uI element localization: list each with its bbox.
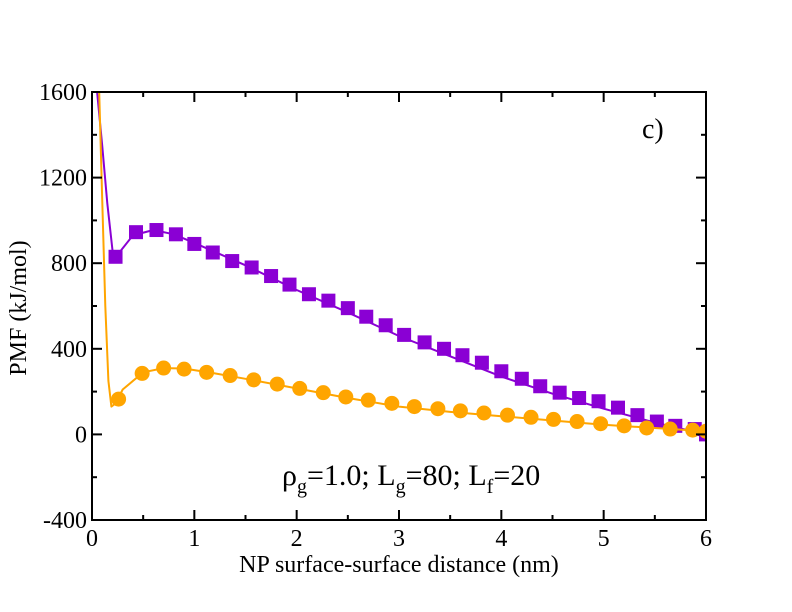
data-point-circle [134,365,150,381]
data-point-circle [246,372,262,388]
data-point-square [417,335,432,350]
x-tick-label: 5 [598,526,610,552]
data-point-circle [222,368,238,384]
series-violet-squares [96,92,706,442]
data-point-circle [569,414,585,430]
y-tick-label: 400 [51,337,87,363]
data-point-circle [616,418,632,434]
data-point-circle [499,407,515,423]
data-point-circle [476,405,492,421]
data-point-square [340,301,355,316]
data-point-circle [269,376,285,392]
data-point-square [149,223,164,238]
panel-label: c) [642,114,664,145]
data-point-square [552,385,567,400]
data-point-circle [338,389,354,405]
y-tick-label: -400 [43,508,87,534]
x-tick-label: 4 [495,526,507,552]
y-tick-label: 1600 [39,80,87,106]
series-line [98,92,706,433]
y-tick-label: 800 [51,251,87,277]
data-point-circle [546,411,562,427]
data-point-square [187,236,202,251]
data-point-square [494,364,509,379]
data-point-square [455,348,470,363]
x-tick-label: 3 [393,526,405,552]
x-tick-label: 0 [86,526,98,552]
series-line [96,92,706,436]
x-tick-label: 6 [700,526,712,552]
data-point-square [378,318,393,333]
data-point-square [397,327,412,342]
y-tick-label: 1200 [39,166,87,192]
data-point-circle [523,409,539,425]
data-point-circle [199,364,215,380]
data-point-square [359,309,374,324]
data-point-circle [315,385,331,401]
data-point-circle [452,403,468,419]
data-point-square [321,293,336,308]
y-axis-label: PMF (kJ/mol) [6,240,32,375]
data-point-circle [593,416,609,432]
data-point-circle [430,401,446,417]
data-point-square [108,249,123,264]
data-point-circle [662,421,678,437]
x-tick-label: 1 [188,526,200,552]
data-point-square [282,277,297,292]
data-point-square [301,287,316,302]
plot-frame [91,91,707,521]
data-point-square [264,269,279,284]
data-point-circle [176,361,192,377]
data-point-square [244,260,259,275]
data-point-square [474,355,489,370]
data-point-circle [406,399,422,415]
data-point-circle [111,391,127,407]
data-point-square [591,394,606,409]
series-layer [96,92,706,442]
parameter-annotation: ρg=1.0; Lg=80; Lf=20 [282,459,540,498]
x-axis-label: NP surface-surface distance (nm) [239,552,559,578]
data-point-circle [360,392,376,408]
data-point-square [205,245,220,260]
data-point-circle [639,420,655,436]
y-tick-label: 0 [75,422,87,448]
data-point-square [610,400,625,415]
series-orange-circles [98,92,706,439]
data-point-square [129,225,144,240]
data-point-square [572,391,587,406]
data-point-square [437,341,452,356]
data-point-square [225,254,240,269]
data-point-circle [292,380,308,396]
data-point-square [630,408,645,423]
data-point-circle [384,395,400,411]
data-point-square [514,371,529,386]
data-point-circle [156,360,172,376]
data-point-square [168,227,183,242]
data-point-square [533,379,548,394]
x-tick-label: 2 [291,526,303,552]
